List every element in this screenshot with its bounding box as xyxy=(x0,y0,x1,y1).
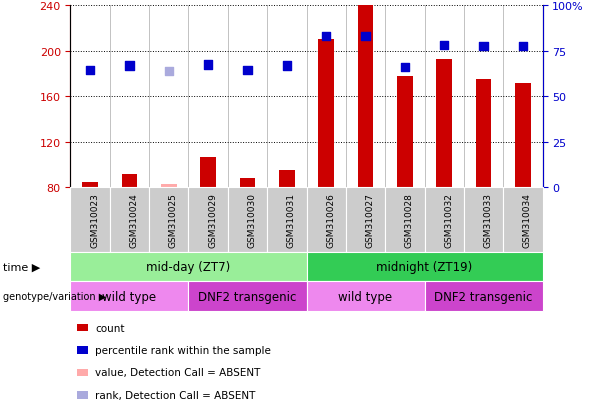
Point xyxy=(360,33,370,40)
Text: value, Detection Call = ABSENT: value, Detection Call = ABSENT xyxy=(95,368,261,377)
Text: percentile rank within the sample: percentile rank within the sample xyxy=(95,345,271,355)
Point xyxy=(243,68,253,74)
Bar xyxy=(161,185,177,188)
Text: wild type: wild type xyxy=(338,290,392,303)
Text: GSM310026: GSM310026 xyxy=(326,193,335,248)
Bar xyxy=(397,77,413,188)
Text: genotype/variation ▶: genotype/variation ▶ xyxy=(3,292,106,301)
Bar xyxy=(200,157,216,188)
Text: GSM310033: GSM310033 xyxy=(484,193,492,248)
Bar xyxy=(82,182,98,188)
Bar xyxy=(515,83,531,188)
Point xyxy=(204,62,213,69)
Point xyxy=(400,64,409,71)
Text: midnight (ZT19): midnight (ZT19) xyxy=(376,260,473,273)
Text: GSM310024: GSM310024 xyxy=(129,193,139,248)
Point xyxy=(321,33,331,40)
Bar xyxy=(279,171,295,188)
Text: time ▶: time ▶ xyxy=(3,262,40,272)
Text: rank, Detection Call = ABSENT: rank, Detection Call = ABSENT xyxy=(95,390,256,400)
Text: GSM310025: GSM310025 xyxy=(169,193,178,248)
Point xyxy=(518,44,528,50)
Text: wild type: wild type xyxy=(102,290,156,303)
Point xyxy=(85,68,95,74)
Bar xyxy=(357,6,373,188)
Text: count: count xyxy=(95,323,124,333)
Text: GSM310023: GSM310023 xyxy=(90,193,99,248)
Text: GSM310031: GSM310031 xyxy=(287,193,296,248)
Text: GSM310030: GSM310030 xyxy=(248,193,256,248)
Text: GSM310028: GSM310028 xyxy=(405,193,414,248)
Point xyxy=(124,63,134,70)
Text: GSM310029: GSM310029 xyxy=(208,193,217,248)
Text: mid-day (ZT7): mid-day (ZT7) xyxy=(147,260,230,273)
Point xyxy=(440,43,449,49)
Text: GSM310027: GSM310027 xyxy=(365,193,375,248)
Bar xyxy=(436,59,452,188)
Text: DNF2 transgenic: DNF2 transgenic xyxy=(199,290,297,303)
Bar xyxy=(476,80,492,188)
Bar xyxy=(240,179,256,188)
Text: GSM310032: GSM310032 xyxy=(444,193,453,248)
Text: DNF2 transgenic: DNF2 transgenic xyxy=(435,290,533,303)
Point xyxy=(282,63,292,70)
Point xyxy=(479,44,489,50)
Point xyxy=(164,69,173,75)
Bar xyxy=(121,174,137,188)
Text: GSM310034: GSM310034 xyxy=(523,193,532,248)
Bar xyxy=(318,40,334,188)
